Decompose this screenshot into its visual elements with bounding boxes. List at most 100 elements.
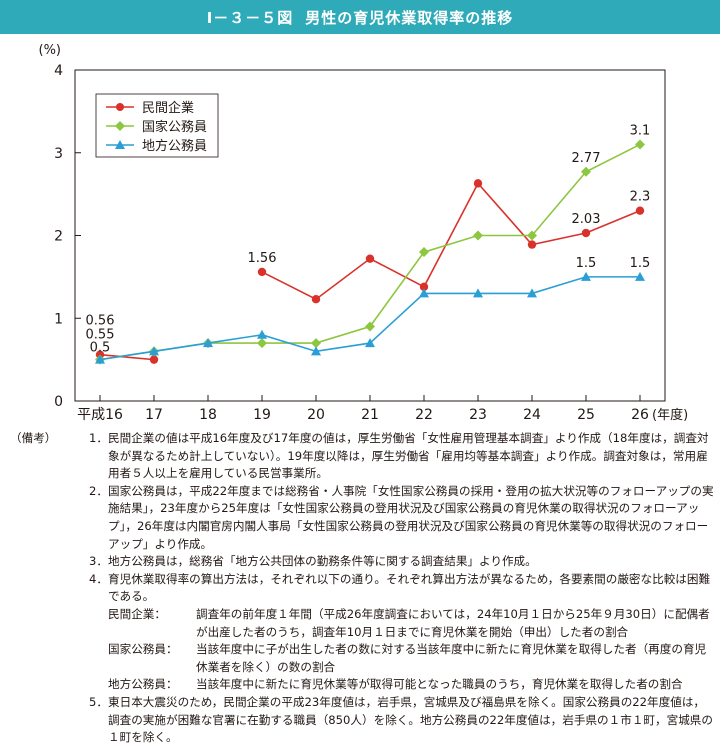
y-axis-unit-label: (%) <box>39 43 62 58</box>
data-label: 2.3 <box>630 190 651 205</box>
data-point <box>257 329 267 339</box>
data-label: 2.77 <box>572 151 601 166</box>
note-text: 地方公務員は，総務省「地方公共団体の勤務条件等に関する調査結果」より作成。 <box>108 554 537 569</box>
data-label: 0.56 <box>86 314 115 329</box>
data-point <box>257 338 267 349</box>
legend-marker <box>115 121 125 131</box>
method-label: 地方公務員： <box>108 677 178 692</box>
x-tick-label: 17 <box>145 407 163 423</box>
x-tick-label: 18 <box>199 407 217 423</box>
legend-label: 地方公務員 <box>142 138 207 154</box>
note-item: 2． 国家公務員は，平成22年度までは総務省・人事院「女性国家公務員の採用・登用… <box>10 483 716 553</box>
data-point <box>419 288 429 298</box>
data-point <box>473 230 483 241</box>
x-tick-label: 26 <box>631 407 649 423</box>
method-item: 民間企業： 調査年の前年度１年間（平成26年度調査においては，24年10月１日か… <box>88 606 716 641</box>
data-point <box>527 230 537 241</box>
note-text: 国家公務員は，平成22年度までは総務省・人事院「女性国家公務員の採用・登用の拡大… <box>108 483 714 551</box>
y-tick-label: 0 <box>54 394 63 410</box>
x-tick-label: 24 <box>523 407 541 423</box>
note-item: 4． 育児休業取得率の算出方法は，それぞれ以下の通り。それぞれ算出方法が異なるた… <box>10 571 716 694</box>
data-point <box>311 295 321 304</box>
method-item: 国家公務員： 当該年度中に子が出生した者の数に対する当該年度中に新たに育児休業を… <box>88 641 716 676</box>
x-tick-label: 20 <box>307 407 325 423</box>
x-tick-label: 21 <box>361 407 379 423</box>
note-number: 2． <box>89 483 108 498</box>
data-point <box>95 354 105 364</box>
data-label: 0.5 <box>90 341 111 356</box>
series-layer <box>95 139 645 365</box>
note-number: 1． <box>89 431 108 445</box>
figure-title-bar: Ⅰ－３－５図 男性の育児休業取得率の推移 <box>0 0 720 34</box>
method-item: 地方公務員： 当該年度中に新たに育児休業等が取得可能となった職員のうち，育児休業… <box>88 676 716 694</box>
note-number: 4． <box>89 571 108 586</box>
data-label: 1.56 <box>248 251 277 266</box>
x-tick-label: 25 <box>577 407 595 423</box>
x-tick-label: 23 <box>469 407 487 423</box>
data-point <box>365 254 375 263</box>
data-point <box>365 338 375 348</box>
data-label: 0.55 <box>86 328 115 343</box>
legend-marker <box>116 103 124 111</box>
data-point <box>527 288 537 298</box>
y-tick-label: 1 <box>54 311 63 327</box>
notes-section: （備考） 1． 民間企業の値は平成16年度及び17年度の値は，厚生労働省「女性雇用… <box>10 430 716 747</box>
method-text: 当該年度中に新たに育児休業等が取得可能となった職員のうち，育児休業を取得した者の… <box>196 677 683 692</box>
data-point <box>581 166 591 177</box>
data-label: 1.5 <box>576 256 597 271</box>
y-tick-label: 3 <box>54 146 63 162</box>
figure-title: 男性の育児休業取得率の推移 <box>305 8 514 27</box>
notes-label: （備考） <box>10 431 57 445</box>
legend-label: 民間企業 <box>142 100 194 116</box>
y-tick-label: 2 <box>54 229 63 245</box>
method-text: 調査年の前年度１年間（平成26年度調査においては，24年10月１日から25年９月… <box>196 606 710 639</box>
data-label: 3.1 <box>630 123 651 138</box>
data-point <box>635 139 645 150</box>
data-point <box>635 206 645 215</box>
series-0 <box>95 179 645 364</box>
data-point <box>635 271 645 281</box>
data-point <box>581 271 591 281</box>
series-line <box>261 181 641 301</box>
data-point <box>473 179 483 188</box>
data-point <box>365 321 375 332</box>
figure-number: Ⅰ－３－５図 <box>206 8 294 27</box>
note-item: 5． 東日本大震災のため，民間企業の平成23年度値は，岩手県，宮城県及び福島県を… <box>10 694 716 747</box>
data-point <box>149 346 159 356</box>
x-tick-label: 19 <box>253 407 271 423</box>
legend-label: 国家公務員 <box>142 119 207 135</box>
note-number: 5． <box>89 694 108 709</box>
data-point <box>311 346 321 356</box>
y-tick-label: 4 <box>54 63 63 79</box>
note-number: 3． <box>89 554 108 569</box>
data-point <box>203 338 213 348</box>
data-label: 2.03 <box>572 212 601 227</box>
series-1 <box>95 139 645 365</box>
note-text: 民間企業の値は平成16年度及び17年度の値は，厚生労働省「女性雇用管理基本調査」… <box>108 431 709 481</box>
data-point <box>473 288 483 298</box>
method-text: 当該年度中に子が出生した者の数に対する当該年度中に新たに育児休業を取得した者（再… <box>196 642 707 674</box>
data-point <box>419 282 429 292</box>
series-line <box>99 353 155 361</box>
note-text: 育児休業取得率の算出方法は，それぞれ以下の通り。それぞれ算出方法が異なるため，各… <box>108 571 711 604</box>
note-item: 3． 地方公務員は，総務省「地方公共団体の勤務条件等に関する調査結果」より作成。 <box>10 553 716 571</box>
x-tick-label: 平成16 <box>77 407 123 423</box>
data-point <box>257 267 267 277</box>
note-text: 東日本大震災のため，民間企業の平成23年度値は，岩手県，宮城県及び福島県を除く。… <box>108 694 713 745</box>
method-label: 民間企業： <box>108 606 166 621</box>
method-label: 国家公務員： <box>108 642 178 657</box>
data-point <box>311 338 321 349</box>
x-tick-label: 22 <box>415 407 433 423</box>
data-point <box>527 240 537 249</box>
series-2 <box>95 271 645 364</box>
data-label-layer: 0.560.550.5 1.56 2.03 2.3 2.77 3.1 1.5 1.5 <box>86 123 651 355</box>
note-item: （備考） 1． 民間企業の値は平成16年度及び17年度の値は，厚生労働省「女性雇用… <box>10 430 716 483</box>
data-point <box>419 247 429 258</box>
x-axis-unit-label: (年度) <box>652 407 688 423</box>
legend-marker <box>115 140 125 149</box>
data-point <box>149 355 159 364</box>
data-point <box>581 228 591 238</box>
